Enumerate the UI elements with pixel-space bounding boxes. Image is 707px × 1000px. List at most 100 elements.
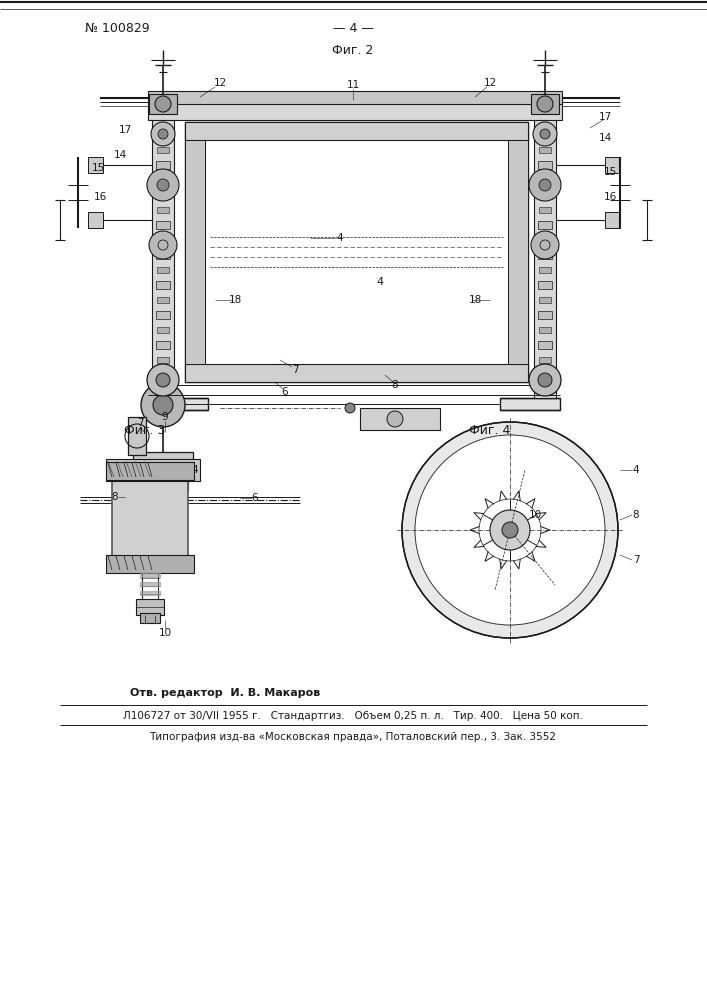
Text: 18: 18 bbox=[228, 295, 242, 305]
Bar bbox=[538, 281, 552, 289]
Bar bbox=[106, 459, 200, 481]
Text: № 100829: № 100829 bbox=[85, 22, 150, 35]
Bar bbox=[538, 311, 552, 319]
Bar bbox=[157, 357, 169, 363]
Text: 15: 15 bbox=[91, 163, 105, 173]
Circle shape bbox=[149, 231, 177, 259]
Bar bbox=[538, 221, 552, 229]
Bar bbox=[534, 100, 556, 398]
Text: Фиг. 3: Фиг. 3 bbox=[124, 424, 165, 436]
Text: 17: 17 bbox=[118, 125, 132, 135]
Bar bbox=[136, 599, 164, 615]
Bar bbox=[500, 398, 560, 410]
Text: Фиг. 4: Фиг. 4 bbox=[469, 424, 510, 436]
Bar bbox=[157, 177, 169, 183]
Bar bbox=[88, 157, 103, 173]
Circle shape bbox=[502, 522, 518, 538]
Bar bbox=[156, 371, 170, 379]
Circle shape bbox=[540, 129, 550, 139]
Text: 12: 12 bbox=[214, 78, 227, 88]
Text: 12: 12 bbox=[484, 78, 496, 88]
Circle shape bbox=[155, 96, 171, 112]
Circle shape bbox=[141, 383, 185, 427]
Bar bbox=[538, 191, 552, 199]
Circle shape bbox=[539, 179, 551, 191]
Bar bbox=[539, 297, 551, 303]
Bar bbox=[140, 613, 160, 623]
Bar bbox=[88, 212, 103, 228]
Bar bbox=[156, 161, 170, 169]
Polygon shape bbox=[112, 465, 188, 570]
Text: 8: 8 bbox=[633, 510, 639, 520]
Bar bbox=[185, 122, 528, 140]
Text: 4: 4 bbox=[192, 465, 198, 475]
Bar bbox=[538, 371, 552, 379]
Bar bbox=[538, 341, 552, 349]
Circle shape bbox=[529, 169, 561, 201]
Bar bbox=[185, 140, 205, 364]
Bar bbox=[539, 207, 551, 213]
Bar bbox=[106, 555, 194, 573]
Circle shape bbox=[151, 122, 175, 146]
Text: 6: 6 bbox=[281, 387, 288, 397]
Text: 6: 6 bbox=[252, 493, 258, 503]
Bar bbox=[152, 100, 174, 398]
Bar bbox=[157, 147, 169, 153]
Bar bbox=[539, 267, 551, 273]
Bar bbox=[148, 104, 562, 120]
Bar bbox=[508, 140, 528, 364]
Circle shape bbox=[402, 422, 618, 638]
Bar bbox=[156, 191, 170, 199]
Circle shape bbox=[533, 122, 557, 146]
Text: 7: 7 bbox=[292, 365, 298, 375]
Text: 16: 16 bbox=[93, 192, 107, 202]
Text: 8: 8 bbox=[392, 380, 398, 390]
Circle shape bbox=[538, 373, 552, 387]
Bar bbox=[157, 207, 169, 213]
Text: 9: 9 bbox=[162, 412, 168, 422]
Bar bbox=[128, 417, 146, 455]
Bar bbox=[156, 311, 170, 319]
Bar bbox=[157, 237, 169, 243]
Circle shape bbox=[147, 169, 179, 201]
Bar bbox=[156, 251, 170, 259]
Text: 8: 8 bbox=[112, 492, 118, 502]
Polygon shape bbox=[140, 582, 160, 586]
Bar bbox=[539, 387, 551, 393]
Text: Фиг. 2: Фиг. 2 bbox=[332, 43, 374, 56]
Bar bbox=[157, 327, 169, 333]
Text: — 4 —: — 4 — bbox=[332, 22, 373, 35]
Circle shape bbox=[345, 403, 355, 413]
Bar bbox=[538, 131, 552, 139]
Circle shape bbox=[537, 96, 553, 112]
Bar bbox=[605, 157, 620, 173]
Bar bbox=[133, 452, 193, 480]
Circle shape bbox=[153, 395, 173, 415]
Bar bbox=[360, 408, 440, 430]
Text: 4: 4 bbox=[376, 277, 384, 287]
Text: Отв. редактор  И. В. Макаров: Отв. редактор И. В. Макаров bbox=[130, 688, 320, 698]
Text: 18: 18 bbox=[468, 295, 481, 305]
Circle shape bbox=[157, 179, 169, 191]
Text: Типография изд-ва «Московская правда», Поталовский пер., 3. Зак. 3552: Типография изд-ва «Московская правда», П… bbox=[149, 732, 556, 742]
Bar bbox=[156, 131, 170, 139]
Text: 10: 10 bbox=[528, 510, 542, 520]
Bar bbox=[148, 91, 562, 105]
Text: 15: 15 bbox=[603, 167, 617, 177]
Text: 7: 7 bbox=[633, 555, 639, 565]
Bar bbox=[539, 147, 551, 153]
Circle shape bbox=[158, 129, 168, 139]
Polygon shape bbox=[140, 573, 160, 577]
Text: Л106727 от 30/VII 1955 г.   Стандартгиз.   Объем 0,25 п. л.   Тир. 400.   Цена 5: Л106727 от 30/VII 1955 г. Стандартгиз. О… bbox=[123, 711, 583, 721]
Text: 14: 14 bbox=[598, 133, 612, 143]
Bar bbox=[156, 281, 170, 289]
Text: 7: 7 bbox=[136, 418, 144, 428]
Bar bbox=[156, 341, 170, 349]
Circle shape bbox=[147, 364, 179, 396]
Bar bbox=[538, 161, 552, 169]
Bar bbox=[185, 364, 528, 382]
Circle shape bbox=[529, 364, 561, 396]
Circle shape bbox=[531, 231, 559, 259]
Text: 4: 4 bbox=[337, 233, 344, 243]
Bar bbox=[148, 398, 208, 410]
